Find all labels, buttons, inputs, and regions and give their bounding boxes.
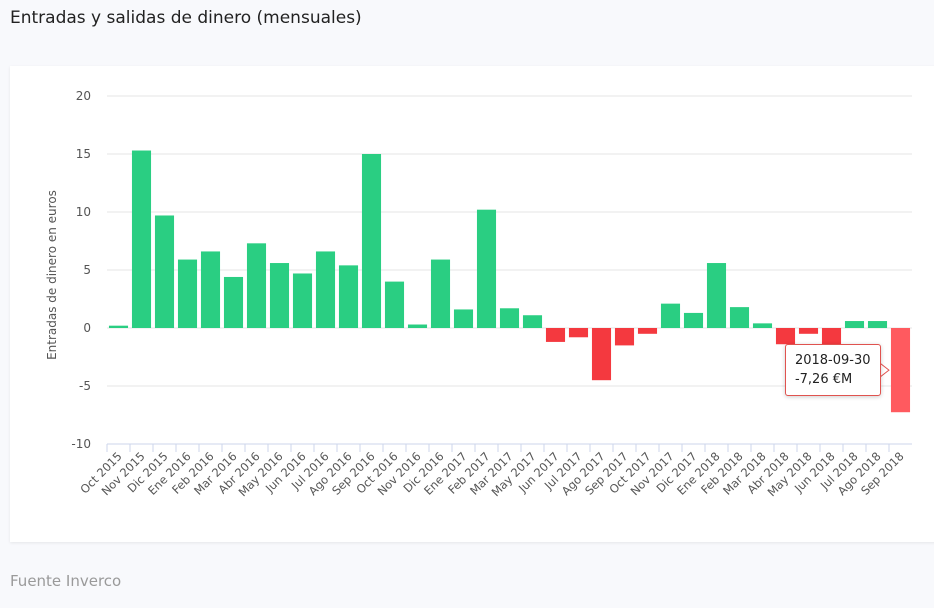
bar bbox=[867, 321, 888, 328]
bar bbox=[522, 315, 543, 328]
chart-tooltip: 2018-09-30 -7,26 €M bbox=[784, 344, 881, 397]
bar bbox=[384, 281, 405, 328]
bar bbox=[844, 321, 865, 328]
bar bbox=[131, 150, 152, 328]
bar bbox=[775, 328, 796, 345]
y-tick-label: 15 bbox=[76, 147, 91, 161]
bar bbox=[614, 328, 635, 346]
bar bbox=[177, 259, 198, 328]
bar bbox=[568, 328, 589, 338]
tooltip-date: 2018-09-30 bbox=[794, 353, 871, 369]
bar bbox=[545, 328, 566, 342]
bar bbox=[269, 263, 290, 328]
bar bbox=[660, 303, 681, 328]
bar bbox=[729, 307, 750, 328]
bar bbox=[453, 309, 474, 328]
y-tick-label: -10 bbox=[71, 437, 91, 451]
bar bbox=[315, 251, 336, 328]
source-note: Fuente Inverco bbox=[10, 572, 122, 590]
y-tick-label: -5 bbox=[79, 379, 91, 393]
bar bbox=[591, 328, 612, 381]
bar bbox=[476, 209, 497, 328]
bar bbox=[430, 259, 451, 328]
y-tick-label: 5 bbox=[83, 263, 91, 277]
bar bbox=[407, 324, 428, 328]
bar bbox=[890, 328, 911, 413]
bar bbox=[200, 251, 221, 328]
bar bbox=[338, 265, 359, 328]
bar bbox=[637, 328, 658, 334]
y-tick-label: 10 bbox=[76, 205, 91, 219]
bar bbox=[292, 273, 313, 328]
bar bbox=[361, 154, 382, 328]
bar bbox=[246, 243, 267, 328]
y-tick-label: 20 bbox=[76, 89, 91, 103]
bar bbox=[706, 263, 727, 328]
y-axis-label: Entradas de dinero en euros bbox=[45, 190, 59, 360]
bar bbox=[108, 325, 129, 328]
y-tick-label: 0 bbox=[83, 321, 91, 335]
tooltip-pointer bbox=[879, 362, 890, 378]
tooltip-value: -7,26 €M bbox=[794, 372, 853, 388]
bar bbox=[499, 308, 520, 328]
bar bbox=[223, 276, 244, 328]
bar bbox=[798, 328, 819, 334]
page-title: Entradas y salidas de dinero (mensuales) bbox=[10, 8, 362, 28]
bar bbox=[154, 215, 175, 328]
bar bbox=[752, 323, 773, 328]
bar bbox=[683, 312, 704, 328]
